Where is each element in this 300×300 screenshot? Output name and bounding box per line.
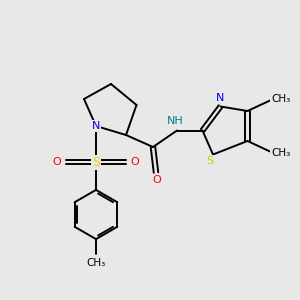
Text: O: O — [130, 157, 140, 167]
Text: S: S — [92, 155, 100, 169]
Text: O: O — [152, 175, 161, 185]
Text: N: N — [216, 93, 225, 103]
Text: CH₃: CH₃ — [271, 148, 290, 158]
Text: O: O — [52, 157, 62, 167]
Text: S: S — [206, 155, 214, 166]
Text: CH₃: CH₃ — [271, 94, 290, 104]
Text: N: N — [92, 121, 100, 131]
Text: CH₃: CH₃ — [86, 257, 106, 268]
Text: NH: NH — [167, 116, 184, 127]
